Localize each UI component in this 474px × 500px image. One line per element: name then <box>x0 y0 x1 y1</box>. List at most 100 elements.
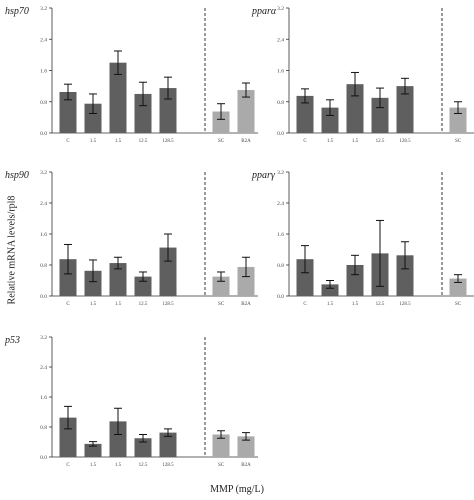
y-tick-label: 3.2 <box>40 335 47 341</box>
bar <box>396 86 414 133</box>
x-tick-label: 1.5 <box>352 139 359 144</box>
y-tick-label: 2.4 <box>40 37 47 43</box>
y-tick-label: 1.6 <box>40 232 47 238</box>
x-tick-label: 128.5 <box>162 463 174 468</box>
bar <box>346 84 364 133</box>
bar <box>59 91 77 133</box>
x-tick-label: C <box>303 139 307 144</box>
y-tick-label: 3.2 <box>277 6 284 12</box>
x-tick-label: 1.5 <box>327 302 334 307</box>
bar <box>84 270 102 296</box>
y-tick-label: 3.2 <box>40 6 47 12</box>
bar <box>321 107 339 133</box>
y-tick-label: 0.0 <box>40 455 47 461</box>
bar <box>321 284 339 296</box>
x-tick-label: 12.5 <box>376 139 385 144</box>
bar <box>212 276 230 296</box>
x-tick-label: SC <box>455 139 462 144</box>
bar <box>59 417 77 457</box>
x-tick-label: 1.5 <box>90 463 97 468</box>
y-tick-label: 1.6 <box>40 69 47 75</box>
x-tick-label: 128.5 <box>162 302 174 307</box>
x-tick-label: 128.5 <box>162 139 174 144</box>
y-tick-label: 0.0 <box>40 131 47 137</box>
bar <box>134 438 152 457</box>
bar <box>237 266 255 296</box>
x-tick-label: 1.5 <box>90 302 97 307</box>
x-tick-label: SC <box>218 302 225 307</box>
bar <box>371 97 389 133</box>
y-tick-label: 2.4 <box>277 201 284 207</box>
x-tick-label: 1.5 <box>327 139 334 144</box>
x-tick-label: 1.5 <box>115 463 122 468</box>
bar <box>84 443 102 457</box>
bar <box>449 278 467 296</box>
bar <box>346 265 364 296</box>
chart-title: hsp70 <box>5 6 29 17</box>
x-axis-label: MMP (mg/L) <box>210 484 264 495</box>
x-tick-label: B2A <box>241 463 251 468</box>
chart-panel-5: 0.0 0.8 1.6 2.4 3.2 p53 C 1.5 1.5 12.5 128.5 SC B2A <box>4 335 258 468</box>
bar <box>134 276 152 296</box>
y-tick-label: 1.6 <box>277 232 284 238</box>
bar <box>59 259 77 296</box>
bar <box>109 263 127 296</box>
x-tick-label: B2A <box>241 139 251 144</box>
y-tick-label: 3.2 <box>277 170 284 176</box>
x-tick-label: 1.5 <box>115 302 122 307</box>
x-tick-label: 12.5 <box>139 463 148 468</box>
chart-panel-2: 0.00.81.62.43.2pparαC1.51.512.5128.5SCB2… <box>251 6 474 144</box>
bar <box>109 421 127 457</box>
y-tick-label: 2.4 <box>40 201 47 207</box>
x-tick-label: 12.5 <box>139 139 148 144</box>
x-tick-label: 128.5 <box>399 302 411 307</box>
y-tick-label: 0.8 <box>277 100 284 106</box>
y-tick-label: 0.8 <box>40 263 47 269</box>
y-tick-label: 0.8 <box>277 263 284 269</box>
bar <box>109 62 127 133</box>
y-tick-label: 0.8 <box>40 100 47 106</box>
bar <box>159 247 177 296</box>
chart-title: pparα <box>251 6 277 17</box>
y-tick-label: 0.0 <box>277 131 284 137</box>
bar <box>134 93 152 133</box>
x-tick-label: SC <box>218 463 225 468</box>
bar <box>159 432 177 457</box>
y-tick-label: 1.6 <box>40 395 47 401</box>
bar <box>237 90 255 133</box>
x-tick-label: B2A <box>241 302 251 307</box>
y-tick-label: 0.8 <box>40 425 47 431</box>
y-tick-label: 2.4 <box>40 365 47 371</box>
x-tick-label: C <box>66 463 70 468</box>
bar <box>212 434 230 457</box>
chart-panel-1: 0.0 0.8 1.6 2.4 3.2 hsp70 C 1.5 1.5 12.5 128.5 SC B2… <box>5 6 258 144</box>
x-tick-label: 1.5 <box>115 139 122 144</box>
x-tick-label: 12.5 <box>139 302 148 307</box>
bar <box>449 107 467 133</box>
x-tick-label: 128.5 <box>399 139 411 144</box>
y-tick-label: 2.4 <box>277 37 284 43</box>
chart-panel-4: 0.00.81.62.43.2pparγC1.51.512.5128.5SCB2… <box>251 170 474 307</box>
x-tick-label: 1.5 <box>352 302 359 307</box>
y-tick-label: 0.0 <box>277 294 284 300</box>
chart-panel-3: 0.0 0.8 1.6 2.4 3.2 hsp90 C 1.5 1.5 12.5 128.5 SC B2… <box>5 170 258 307</box>
x-tick-label: 1.5 <box>90 139 97 144</box>
bar <box>296 259 314 296</box>
bar <box>159 88 177 133</box>
y-tick-label: 3.2 <box>40 170 47 176</box>
bar <box>396 255 414 296</box>
bar <box>84 103 102 133</box>
chart-title: p53 <box>4 335 20 346</box>
bar <box>296 95 314 133</box>
bar <box>237 436 255 457</box>
y-tick-label: 0.0 <box>40 294 47 300</box>
y-tick-label: 1.6 <box>277 69 284 75</box>
x-tick-label: C <box>66 139 70 144</box>
x-tick-label: C <box>66 302 70 307</box>
bar <box>212 111 230 133</box>
x-tick-label: 12.5 <box>376 302 385 307</box>
x-tick-label: C <box>303 302 307 307</box>
x-tick-label: SC <box>218 139 225 144</box>
chart-title: hsp90 <box>5 170 29 181</box>
